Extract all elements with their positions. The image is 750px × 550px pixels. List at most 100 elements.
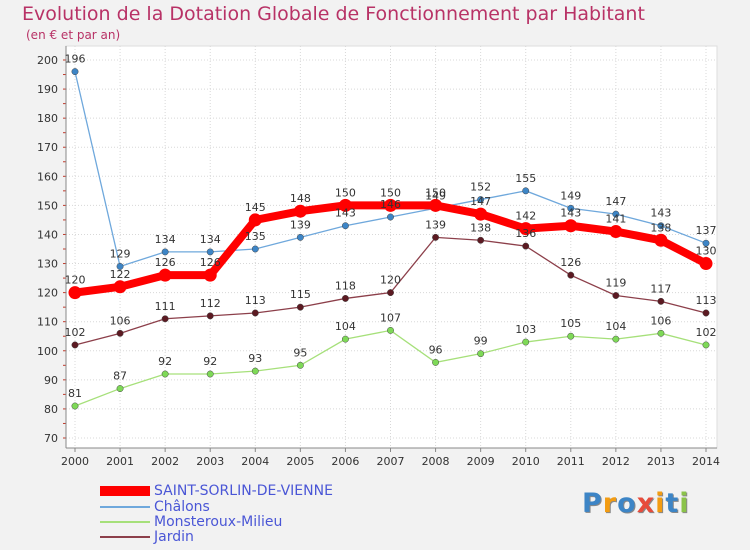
- logo-letter: o: [617, 488, 637, 519]
- data-label-monsteroux-milieu: 104: [335, 320, 356, 333]
- data-point-ch-lons: [296, 233, 304, 241]
- data-point-monsteroux-milieu: [251, 367, 259, 375]
- data-label-ch-lons: 149: [425, 189, 446, 202]
- x-tick-label: 2011: [557, 455, 585, 468]
- logo-letter: x: [636, 488, 656, 519]
- x-tick-label: 2007: [377, 455, 405, 468]
- data-point-jardin: [657, 297, 665, 305]
- chart-subtitle: (en € et par an): [26, 28, 121, 42]
- data-label-monsteroux-milieu: 81: [68, 387, 82, 400]
- legend-label-saint-sorlin: SAINT-SORLIN-DE-VIENNE: [154, 483, 333, 499]
- y-tick-label: 130: [37, 258, 58, 271]
- data-point-monsteroux-milieu: [161, 370, 169, 378]
- data-point-jardin: [387, 289, 394, 297]
- data-point-jardin: [522, 242, 530, 250]
- data-point-saint-sorlin-de-vienne: [654, 233, 668, 247]
- x-tick-label: 2009: [467, 455, 495, 468]
- y-tick-label: 90: [44, 374, 58, 387]
- data-point-saint-sorlin-de-vienne: [384, 198, 397, 212]
- data-point-jardin: [296, 303, 304, 311]
- x-tick-label: 2012: [602, 455, 630, 468]
- logo-letter: P: [582, 488, 603, 519]
- data-point-saint-sorlin-de-vienne: [474, 207, 488, 221]
- x-tick-label: 2000: [61, 455, 89, 468]
- data-label-saint-sorlin-de-vienne: 147: [470, 195, 491, 208]
- data-label-monsteroux-milieu: 106: [650, 314, 671, 327]
- x-tick-label: 2014: [692, 455, 720, 468]
- x-tick-label: 2002: [151, 455, 179, 468]
- legend-item-monsteroux: Monsteroux-Milieu: [100, 514, 430, 531]
- data-label-jardin: 112: [200, 297, 221, 310]
- legend-item-chalons: Châlons: [100, 499, 430, 516]
- data-label-jardin: 111: [155, 300, 176, 313]
- data-label-monsteroux-milieu: 93: [248, 352, 262, 365]
- x-tick-label: 2013: [647, 455, 675, 468]
- data-point-jardin: [432, 233, 440, 241]
- data-label-ch-lons: 137: [696, 224, 717, 237]
- y-tick-label: 170: [37, 141, 58, 154]
- data-point-monsteroux-milieu: [432, 358, 440, 366]
- data-label-monsteroux-milieu: 99: [474, 335, 488, 348]
- data-point-jardin: [341, 294, 349, 302]
- data-point-ch-lons: [116, 262, 124, 270]
- data-label-monsteroux-milieu: 103: [515, 323, 536, 336]
- data-point-ch-lons: [522, 187, 530, 195]
- data-point-monsteroux-milieu: [116, 385, 124, 393]
- data-label-ch-lons: 152: [470, 181, 491, 194]
- data-point-ch-lons: [387, 213, 394, 221]
- data-label-ch-lons: 129: [110, 247, 131, 260]
- y-tick-label: 190: [37, 83, 58, 96]
- data-point-monsteroux-milieu: [612, 335, 620, 343]
- logo-letter: r: [602, 488, 618, 519]
- data-point-ch-lons: [206, 248, 214, 256]
- legend-label-jardin: Jardin: [154, 529, 194, 545]
- data-label-saint-sorlin-de-vienne: 122: [110, 268, 131, 281]
- y-tick-label: 70: [44, 432, 58, 445]
- data-label-jardin: 119: [605, 277, 626, 290]
- data-label-saint-sorlin-de-vienne: 142: [515, 210, 536, 223]
- x-tick-label: 2003: [196, 455, 224, 468]
- data-label-jardin: 120: [380, 274, 401, 287]
- data-point-saint-sorlin-de-vienne: [158, 268, 172, 282]
- data-label-ch-lons: 143: [335, 207, 356, 220]
- data-point-ch-lons: [477, 196, 485, 204]
- data-label-saint-sorlin-de-vienne: 150: [380, 186, 401, 199]
- data-label-monsteroux-milieu: 96: [429, 343, 443, 356]
- data-label-ch-lons: 135: [245, 230, 266, 243]
- data-point-jardin: [161, 315, 169, 323]
- data-label-monsteroux-milieu: 107: [380, 311, 401, 324]
- data-point-ch-lons: [251, 245, 259, 253]
- data-label-saint-sorlin-de-vienne: 130: [696, 245, 717, 258]
- legend: SAINT-SORLIN-DE-VIENNE Châlons Monsterou…: [100, 483, 430, 546]
- data-point-monsteroux-milieu: [477, 350, 485, 358]
- data-label-jardin: 115: [290, 288, 311, 301]
- data-point-monsteroux-milieu: [567, 332, 575, 340]
- legend-label-chalons: Châlons: [154, 499, 210, 515]
- data-label-jardin: 118: [335, 279, 356, 292]
- data-label-saint-sorlin-de-vienne: 150: [335, 186, 356, 199]
- y-tick-label: 180: [37, 112, 58, 125]
- data-point-jardin: [116, 329, 124, 337]
- data-label-ch-lons: 143: [650, 207, 671, 220]
- y-tick-label: 150: [37, 199, 58, 212]
- data-point-saint-sorlin-de-vienne: [203, 268, 217, 282]
- proxiti-logo: Proxiti: [582, 488, 690, 519]
- x-tick-label: 2004: [241, 455, 269, 468]
- data-label-saint-sorlin-de-vienne: 126: [155, 256, 176, 269]
- data-label-ch-lons: 134: [155, 233, 176, 246]
- data-point-jardin: [206, 312, 214, 320]
- data-point-monsteroux-milieu: [702, 341, 710, 349]
- y-tick-label: 80: [44, 403, 58, 416]
- data-label-jardin: 136: [515, 227, 536, 240]
- legend-swatch-monsteroux: [100, 521, 150, 523]
- data-label-ch-lons: 196: [65, 53, 86, 66]
- plot-area: [65, 45, 718, 449]
- data-point-monsteroux-milieu: [71, 402, 79, 410]
- data-label-ch-lons: 149: [560, 189, 581, 202]
- x-tick-label: 2008: [422, 455, 450, 468]
- data-label-saint-sorlin-de-vienne: 143: [560, 207, 581, 220]
- data-label-monsteroux-milieu: 104: [605, 320, 626, 333]
- data-label-ch-lons: 147: [605, 195, 626, 208]
- data-point-monsteroux-milieu: [206, 370, 214, 378]
- data-label-saint-sorlin-de-vienne: 148: [290, 192, 311, 205]
